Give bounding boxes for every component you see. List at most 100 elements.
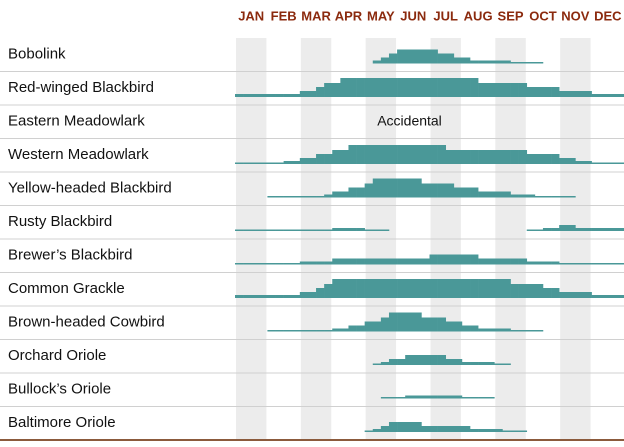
abundance-bar — [372, 363, 382, 365]
abundance-bar — [324, 154, 333, 164]
abundance-bar — [356, 325, 365, 332]
abundance-bar — [486, 362, 495, 365]
month-label: DEC — [594, 8, 622, 23]
abundance-bar — [518, 330, 528, 332]
abundance-bar — [380, 145, 390, 164]
abundance-bar — [316, 154, 325, 164]
species-name: Bobolink — [8, 46, 66, 63]
abundance-bar — [607, 228, 617, 231]
abundance-bar — [478, 397, 487, 399]
abundance-bar — [534, 87, 544, 97]
abundance-bar — [380, 426, 390, 432]
abundance-bar — [453, 279, 463, 298]
abundance-bar — [478, 362, 487, 365]
abundance-bar — [526, 154, 536, 164]
abundance-bar — [243, 263, 252, 265]
abundance-bar — [559, 292, 568, 298]
abundance-bar — [437, 78, 447, 97]
abundance-bar — [235, 263, 244, 265]
abundance-bar — [356, 145, 365, 164]
abundance-bar — [413, 279, 422, 298]
abundance-bar — [551, 288, 560, 298]
abundance-bar — [307, 330, 317, 332]
abundance-bar — [486, 83, 495, 97]
abundance-bar — [567, 196, 576, 198]
abundance-bar — [251, 162, 260, 164]
abundance-bar — [615, 94, 624, 97]
month-label: OCT — [529, 8, 557, 23]
abundance-bar — [397, 279, 406, 298]
species-name: Brewer’s Blackbird — [8, 247, 133, 264]
species-name: Common Grackle — [8, 280, 125, 297]
abundance-bar — [534, 154, 544, 164]
abundance-bar — [502, 430, 511, 432]
abundance-bar — [615, 162, 624, 164]
abundance-bar — [502, 60, 511, 64]
abundance-bar — [332, 228, 341, 231]
abundance-bar — [356, 279, 365, 298]
abundance-bar — [380, 397, 390, 399]
abundance-bar — [348, 228, 357, 231]
abundance-bar — [413, 49, 422, 64]
abundance-bar — [251, 229, 260, 231]
abundance-bar — [307, 91, 317, 97]
abundance-bar — [445, 426, 455, 432]
abundance-bar — [502, 258, 511, 265]
abundance-bar — [251, 295, 260, 298]
abundance-bar — [470, 78, 479, 97]
abundance-bar — [405, 395, 414, 399]
abundance-bar — [486, 191, 495, 198]
abundance-bar — [478, 60, 487, 64]
abundance-bar — [461, 57, 471, 64]
abundance-bar — [388, 145, 398, 164]
abundance-bar — [445, 150, 455, 164]
abundance-bar — [259, 229, 268, 231]
abundance-bar — [380, 279, 390, 298]
abundance-bar — [397, 78, 406, 97]
abundance-bar — [518, 194, 528, 198]
abundance-bar — [316, 87, 325, 97]
abundance-bar — [259, 263, 268, 265]
abundance-bar — [307, 196, 317, 198]
abundance-bar — [259, 94, 268, 97]
abundance-bar — [429, 145, 438, 164]
abundance-bar — [299, 292, 309, 298]
abundance-bar — [316, 196, 325, 198]
abundance-bar — [559, 158, 568, 164]
abundance-bar — [421, 49, 430, 64]
abundance-bar — [372, 78, 382, 97]
abundance-bar — [437, 183, 447, 198]
abundance-bar — [267, 295, 276, 298]
abundance-bar — [380, 229, 390, 231]
abundance-bar — [615, 263, 624, 265]
abundance-bar — [510, 83, 519, 97]
month-label: NOV — [561, 8, 590, 23]
abundance-bar — [461, 397, 471, 399]
abundance-bar — [551, 87, 560, 97]
abundance-bar — [243, 94, 252, 97]
abundance-bar — [340, 78, 349, 97]
abundance-bar — [291, 196, 301, 198]
abundance-bar — [316, 288, 325, 298]
abundance-bar — [470, 254, 479, 265]
abundance-bar — [429, 254, 438, 265]
abundance-bar — [534, 330, 544, 332]
abundance-bar — [542, 87, 552, 97]
abundance-bar — [380, 362, 390, 365]
abundance-bar — [502, 363, 511, 365]
month-label: JUN — [400, 8, 426, 23]
abundance-bar — [445, 395, 455, 399]
abundance-bar — [421, 355, 430, 365]
abundance-bar — [478, 83, 487, 97]
abundance-bar — [405, 355, 414, 365]
abundance-bar — [397, 422, 406, 432]
abundance-bar — [243, 162, 252, 164]
month-label: FEB — [271, 8, 297, 23]
abundance-bar — [478, 258, 487, 265]
abundance-bar — [615, 228, 624, 231]
abundance-bar — [307, 292, 317, 298]
abundance-bar — [494, 363, 503, 365]
abundance-bar — [502, 191, 511, 198]
abundance-bar — [397, 49, 406, 64]
abundance-bar — [445, 183, 455, 198]
